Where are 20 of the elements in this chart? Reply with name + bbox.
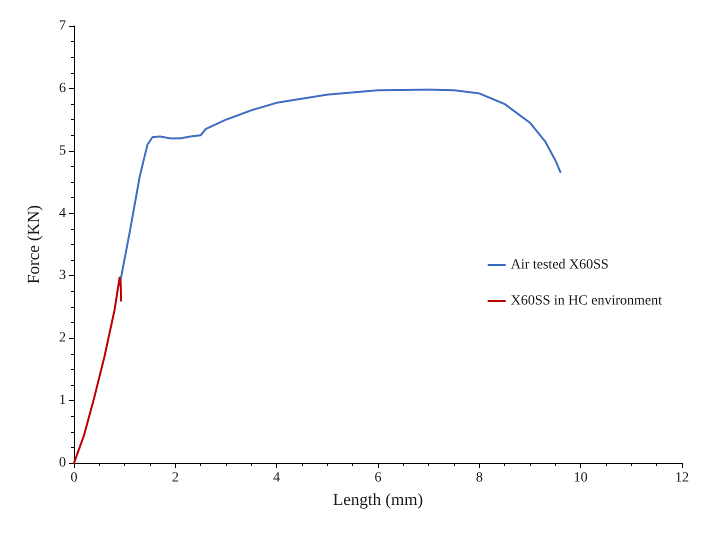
y-tick-label: 2 bbox=[59, 330, 66, 346]
y-tick-label: 5 bbox=[59, 143, 66, 158]
x-axis-title: Length (mm) bbox=[332, 490, 424, 509]
y-tick-label: 6 bbox=[59, 80, 66, 96]
x-tick-label: 10 bbox=[574, 470, 588, 486]
y-tick-label: 7 bbox=[59, 18, 66, 34]
y-tick-label: 0 bbox=[59, 456, 66, 470]
line-series bbox=[73, 276, 122, 464]
x-tick-label: 0 bbox=[70, 470, 78, 486]
y-tick-label: 1 bbox=[59, 393, 66, 408]
y-tick-label: 3 bbox=[59, 268, 66, 284]
y-axis-title: Force (KN) bbox=[24, 205, 43, 284]
x-tick-label: 4 bbox=[273, 470, 280, 486]
x-tick-label: 12 bbox=[675, 470, 689, 486]
legend-label: Air tested X60SS bbox=[510, 258, 609, 272]
y-tick-label: 4 bbox=[59, 206, 66, 221]
x-tick-label: 6 bbox=[374, 470, 382, 486]
x-tick-label: 2 bbox=[172, 470, 179, 486]
x-tick-label: 8 bbox=[476, 470, 483, 486]
legend-label: X60SS in HC environment bbox=[510, 294, 662, 308]
